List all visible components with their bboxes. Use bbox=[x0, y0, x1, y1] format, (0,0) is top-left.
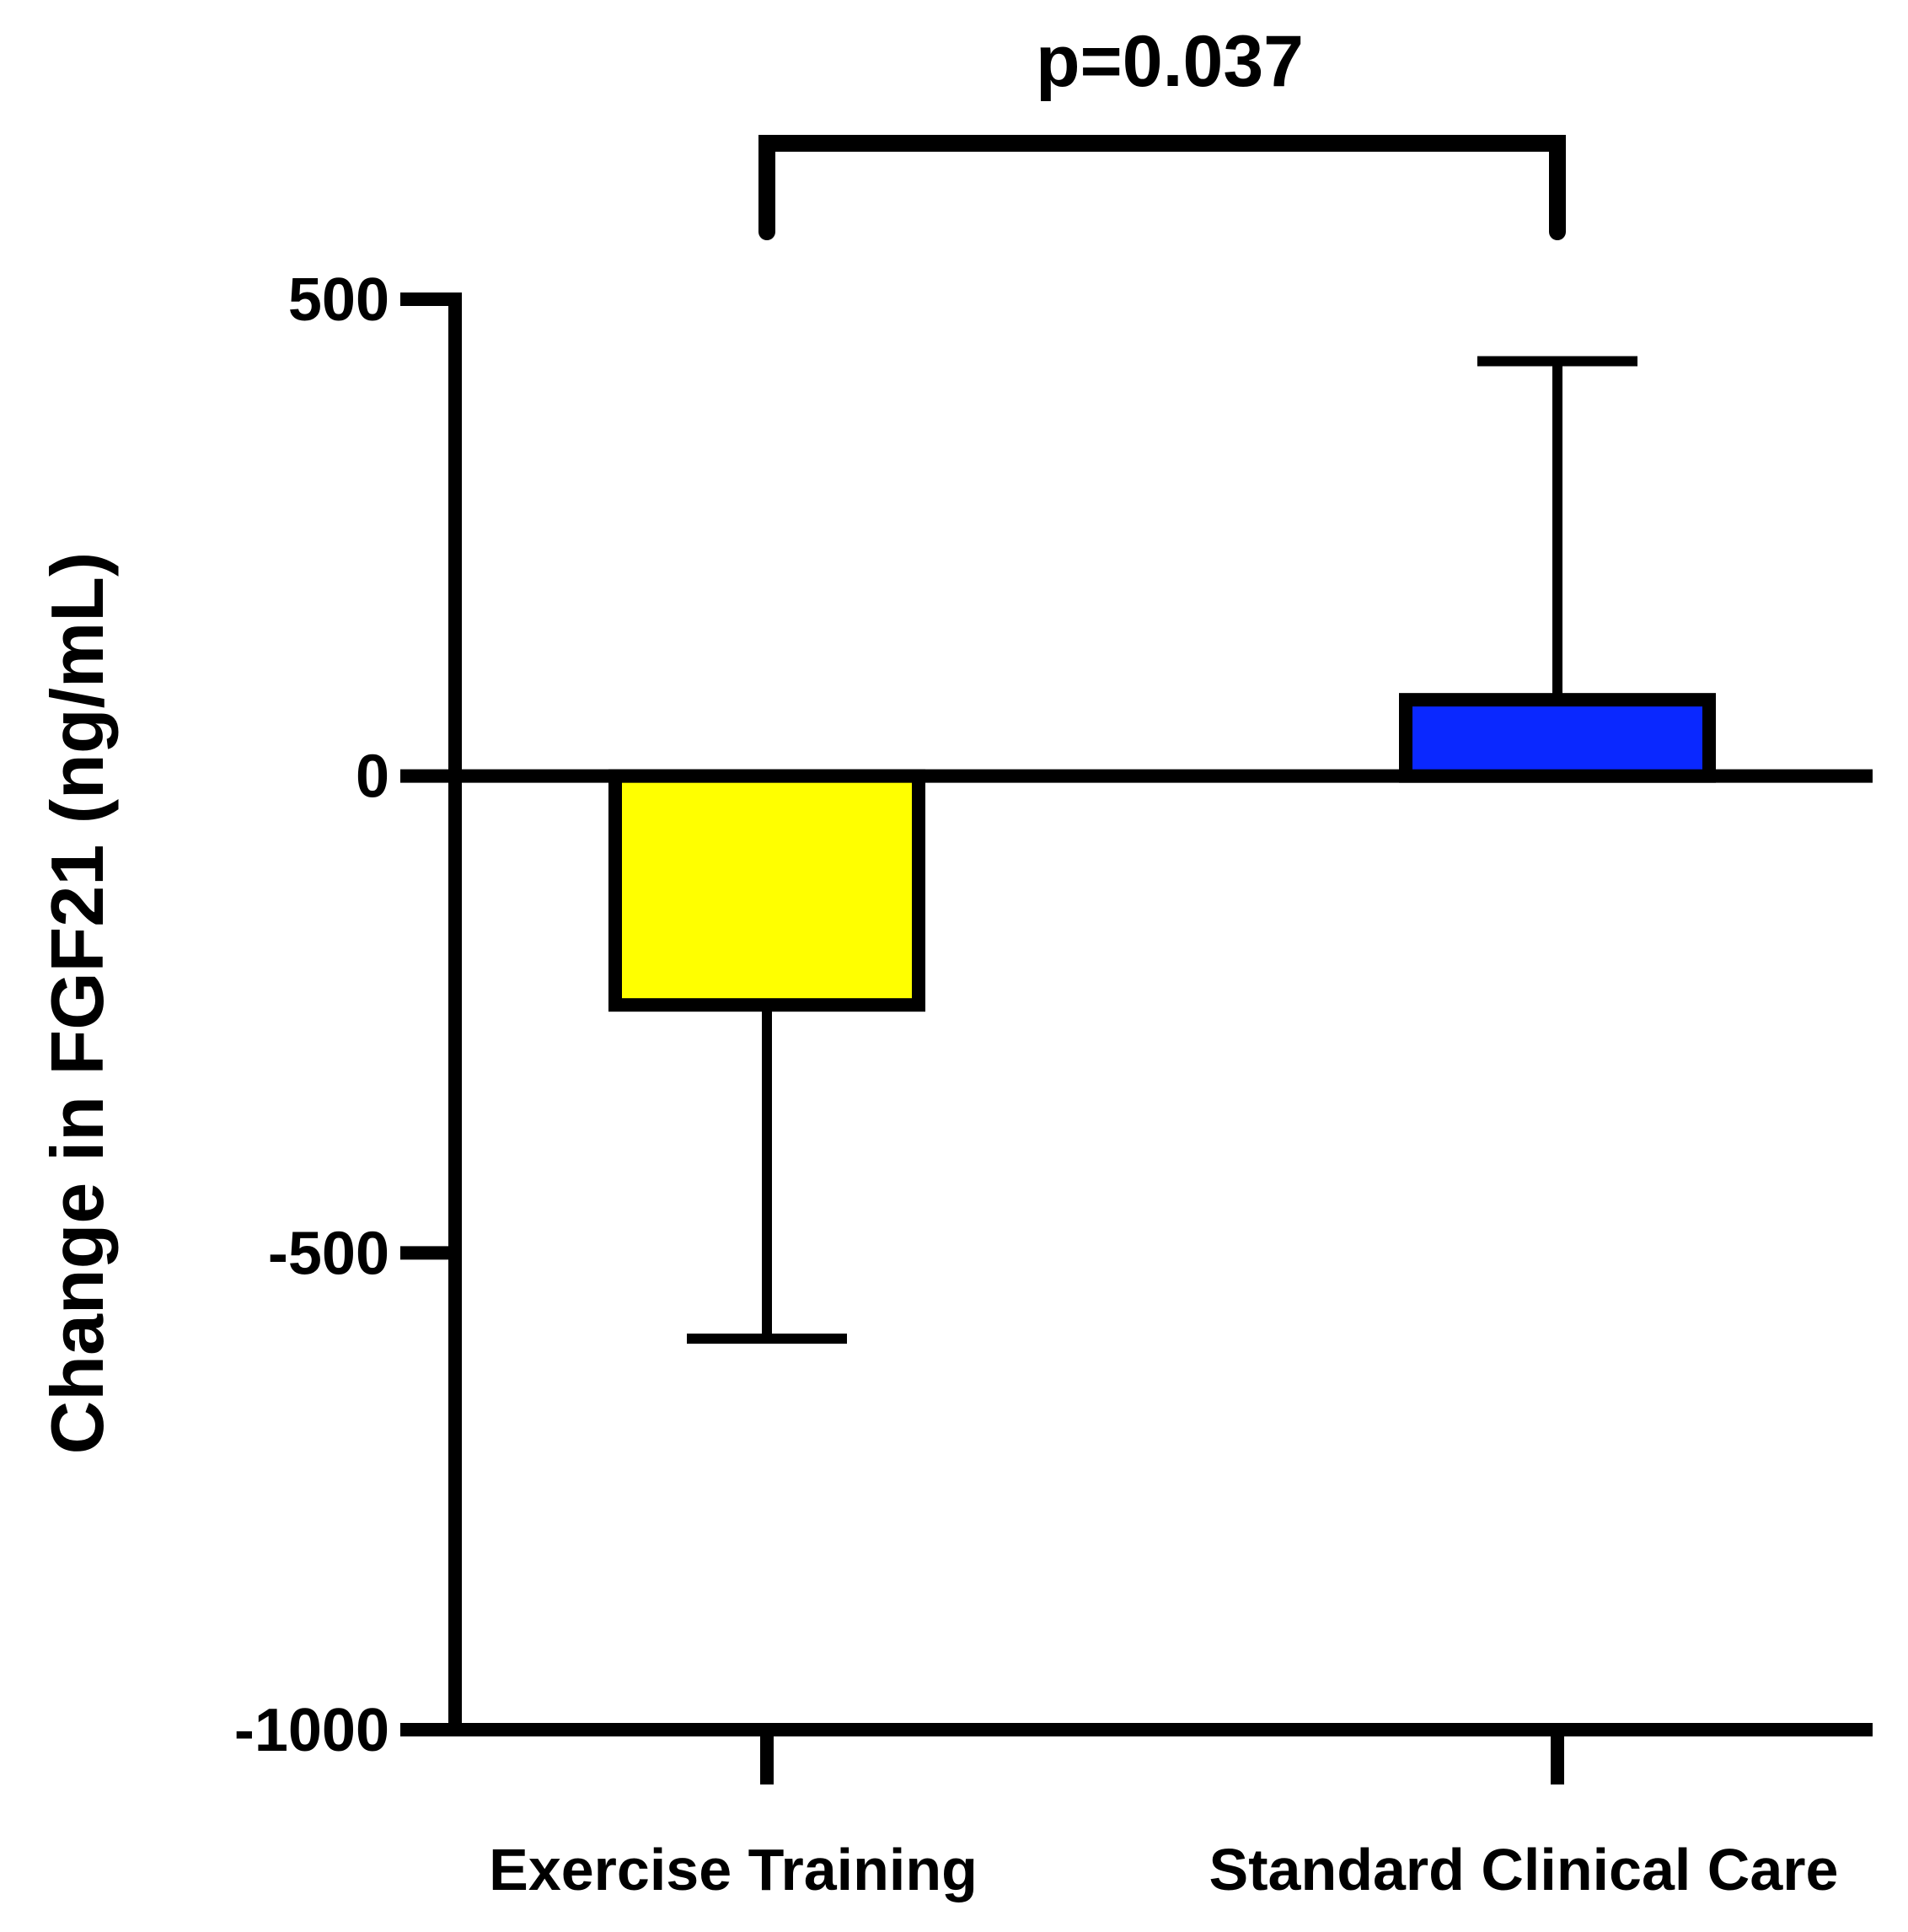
y-axis-title: Change in FGF21 (ng/mL) bbox=[35, 552, 119, 1455]
y-tick-label: 0 bbox=[356, 743, 389, 811]
x-tick-label: Standard Clinical Care bbox=[1209, 1837, 1839, 1902]
y-tick-label: 500 bbox=[288, 266, 389, 334]
bar bbox=[1399, 693, 1716, 783]
bar bbox=[608, 769, 925, 1012]
bars-layer bbox=[608, 356, 1716, 1344]
y-tick-label: -1000 bbox=[234, 1697, 389, 1764]
p-value-annotation: p=0.037 bbox=[1036, 21, 1304, 102]
annotation-layer bbox=[758, 135, 1566, 240]
axes-layer: 500 0 -500 -1000 Exercise Training Standard C… bbox=[234, 266, 1873, 1902]
x-tick-label: Exercise Training bbox=[489, 1837, 978, 1902]
significance-bracket bbox=[758, 135, 1566, 240]
y-tick-label: -500 bbox=[268, 1220, 389, 1287]
